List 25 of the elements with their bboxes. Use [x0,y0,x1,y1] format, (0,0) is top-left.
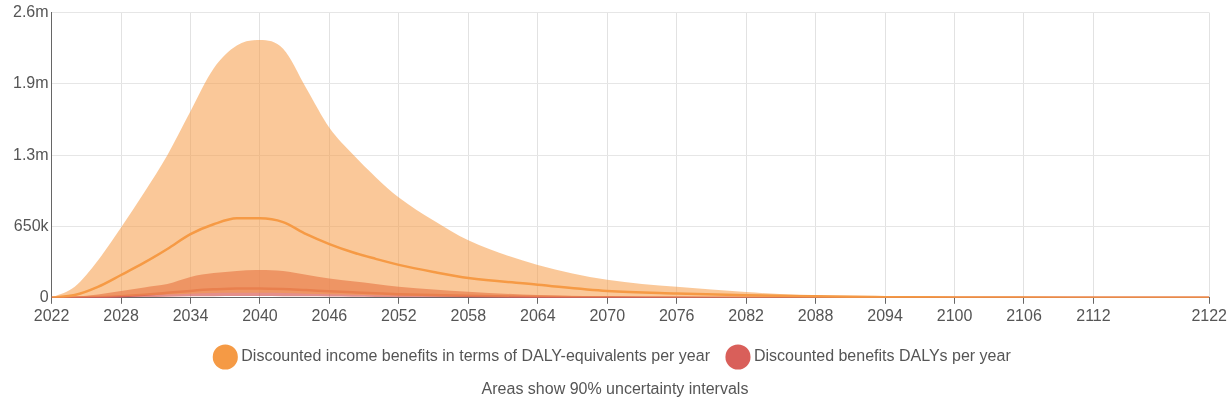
x-tick-label: 2064 [519,306,556,324]
y-tick-label: 1.3m [12,145,49,163]
x-tick-label: 2046 [311,306,348,324]
x-tick-label: 2070 [589,306,626,324]
x-tick-label: 2106 [1006,306,1042,324]
x-tick-label: 2040 [242,306,278,324]
x-tick-label: 2094 [867,306,903,324]
x-tick-label: 2112 [1076,306,1111,324]
y-tick-label: 650k [13,216,50,234]
x-tick-label: 2100 [936,306,973,324]
x-tick-label: 2028 [103,306,139,324]
y-tick-label: 2.6m [12,3,49,21]
x-tick-label: 2034 [172,306,209,324]
x-tick-label: 2058 [450,306,487,324]
x-tick-label: 2022 [33,306,70,324]
x-tick-label: 2122 [1191,306,1228,324]
x-tick-label: 2052 [381,306,417,324]
x-tick-label: 2088 [797,306,834,324]
x-tick-label: 2082 [728,306,765,324]
y-tick-label: 0 [39,288,49,306]
legend-label: Discounted benefits DALYs per year [753,347,1012,365]
y-tick-label: 1.9m [12,74,49,92]
legend-label: Discounted income benefits in terms of DALY-equivalents per year [241,347,711,365]
x-tick-label: 2076 [658,306,695,324]
text: Areas show 90% uncertainty intervals [480,380,750,398]
